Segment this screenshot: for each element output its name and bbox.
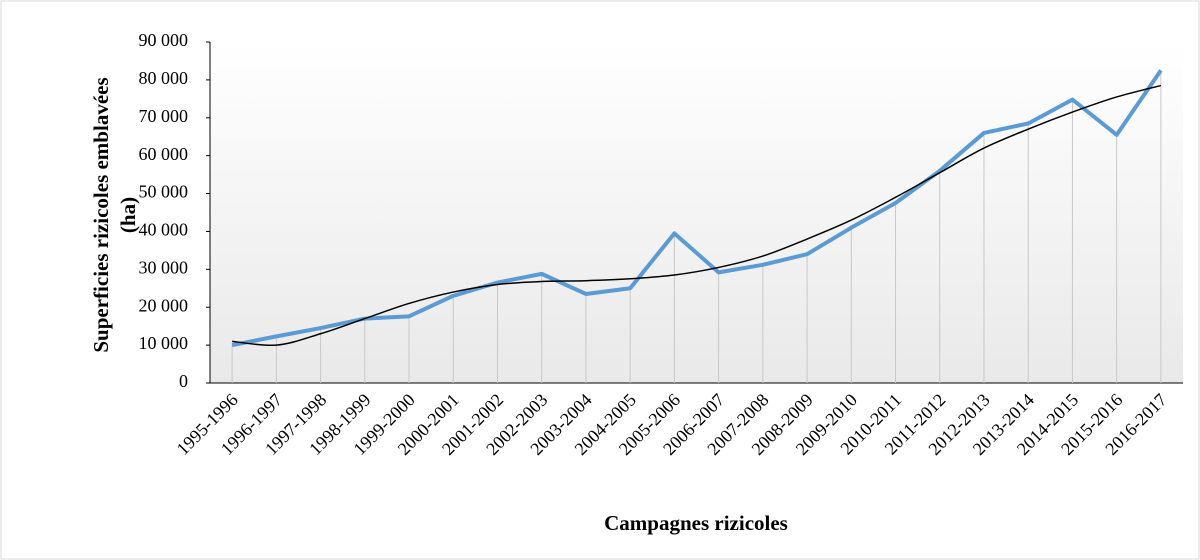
y-tick-label: 30 000 <box>139 257 189 277</box>
x-axis-label: Campagnes rizicoles <box>604 511 788 535</box>
y-tick-label: 50 000 <box>139 182 189 202</box>
y-tick-label: 40 000 <box>139 220 189 240</box>
y-axis-label: (ha) <box>116 197 140 233</box>
y-tick-label: 90 000 <box>139 30 189 50</box>
y-tick-label: 60 000 <box>139 144 189 164</box>
y-tick-label: 10 000 <box>139 333 189 353</box>
y-tick-label: 80 000 <box>139 68 189 88</box>
y-axis-label: Superficies rizicoles emblavées <box>89 77 113 352</box>
y-tick-label: 0 <box>179 371 188 391</box>
trend-line <box>232 84 1162 347</box>
data-line <box>231 69 1163 348</box>
y-tick-label: 70 000 <box>139 106 189 126</box>
plot-area <box>210 42 1183 383</box>
y-tick-label: 20 000 <box>139 295 189 315</box>
